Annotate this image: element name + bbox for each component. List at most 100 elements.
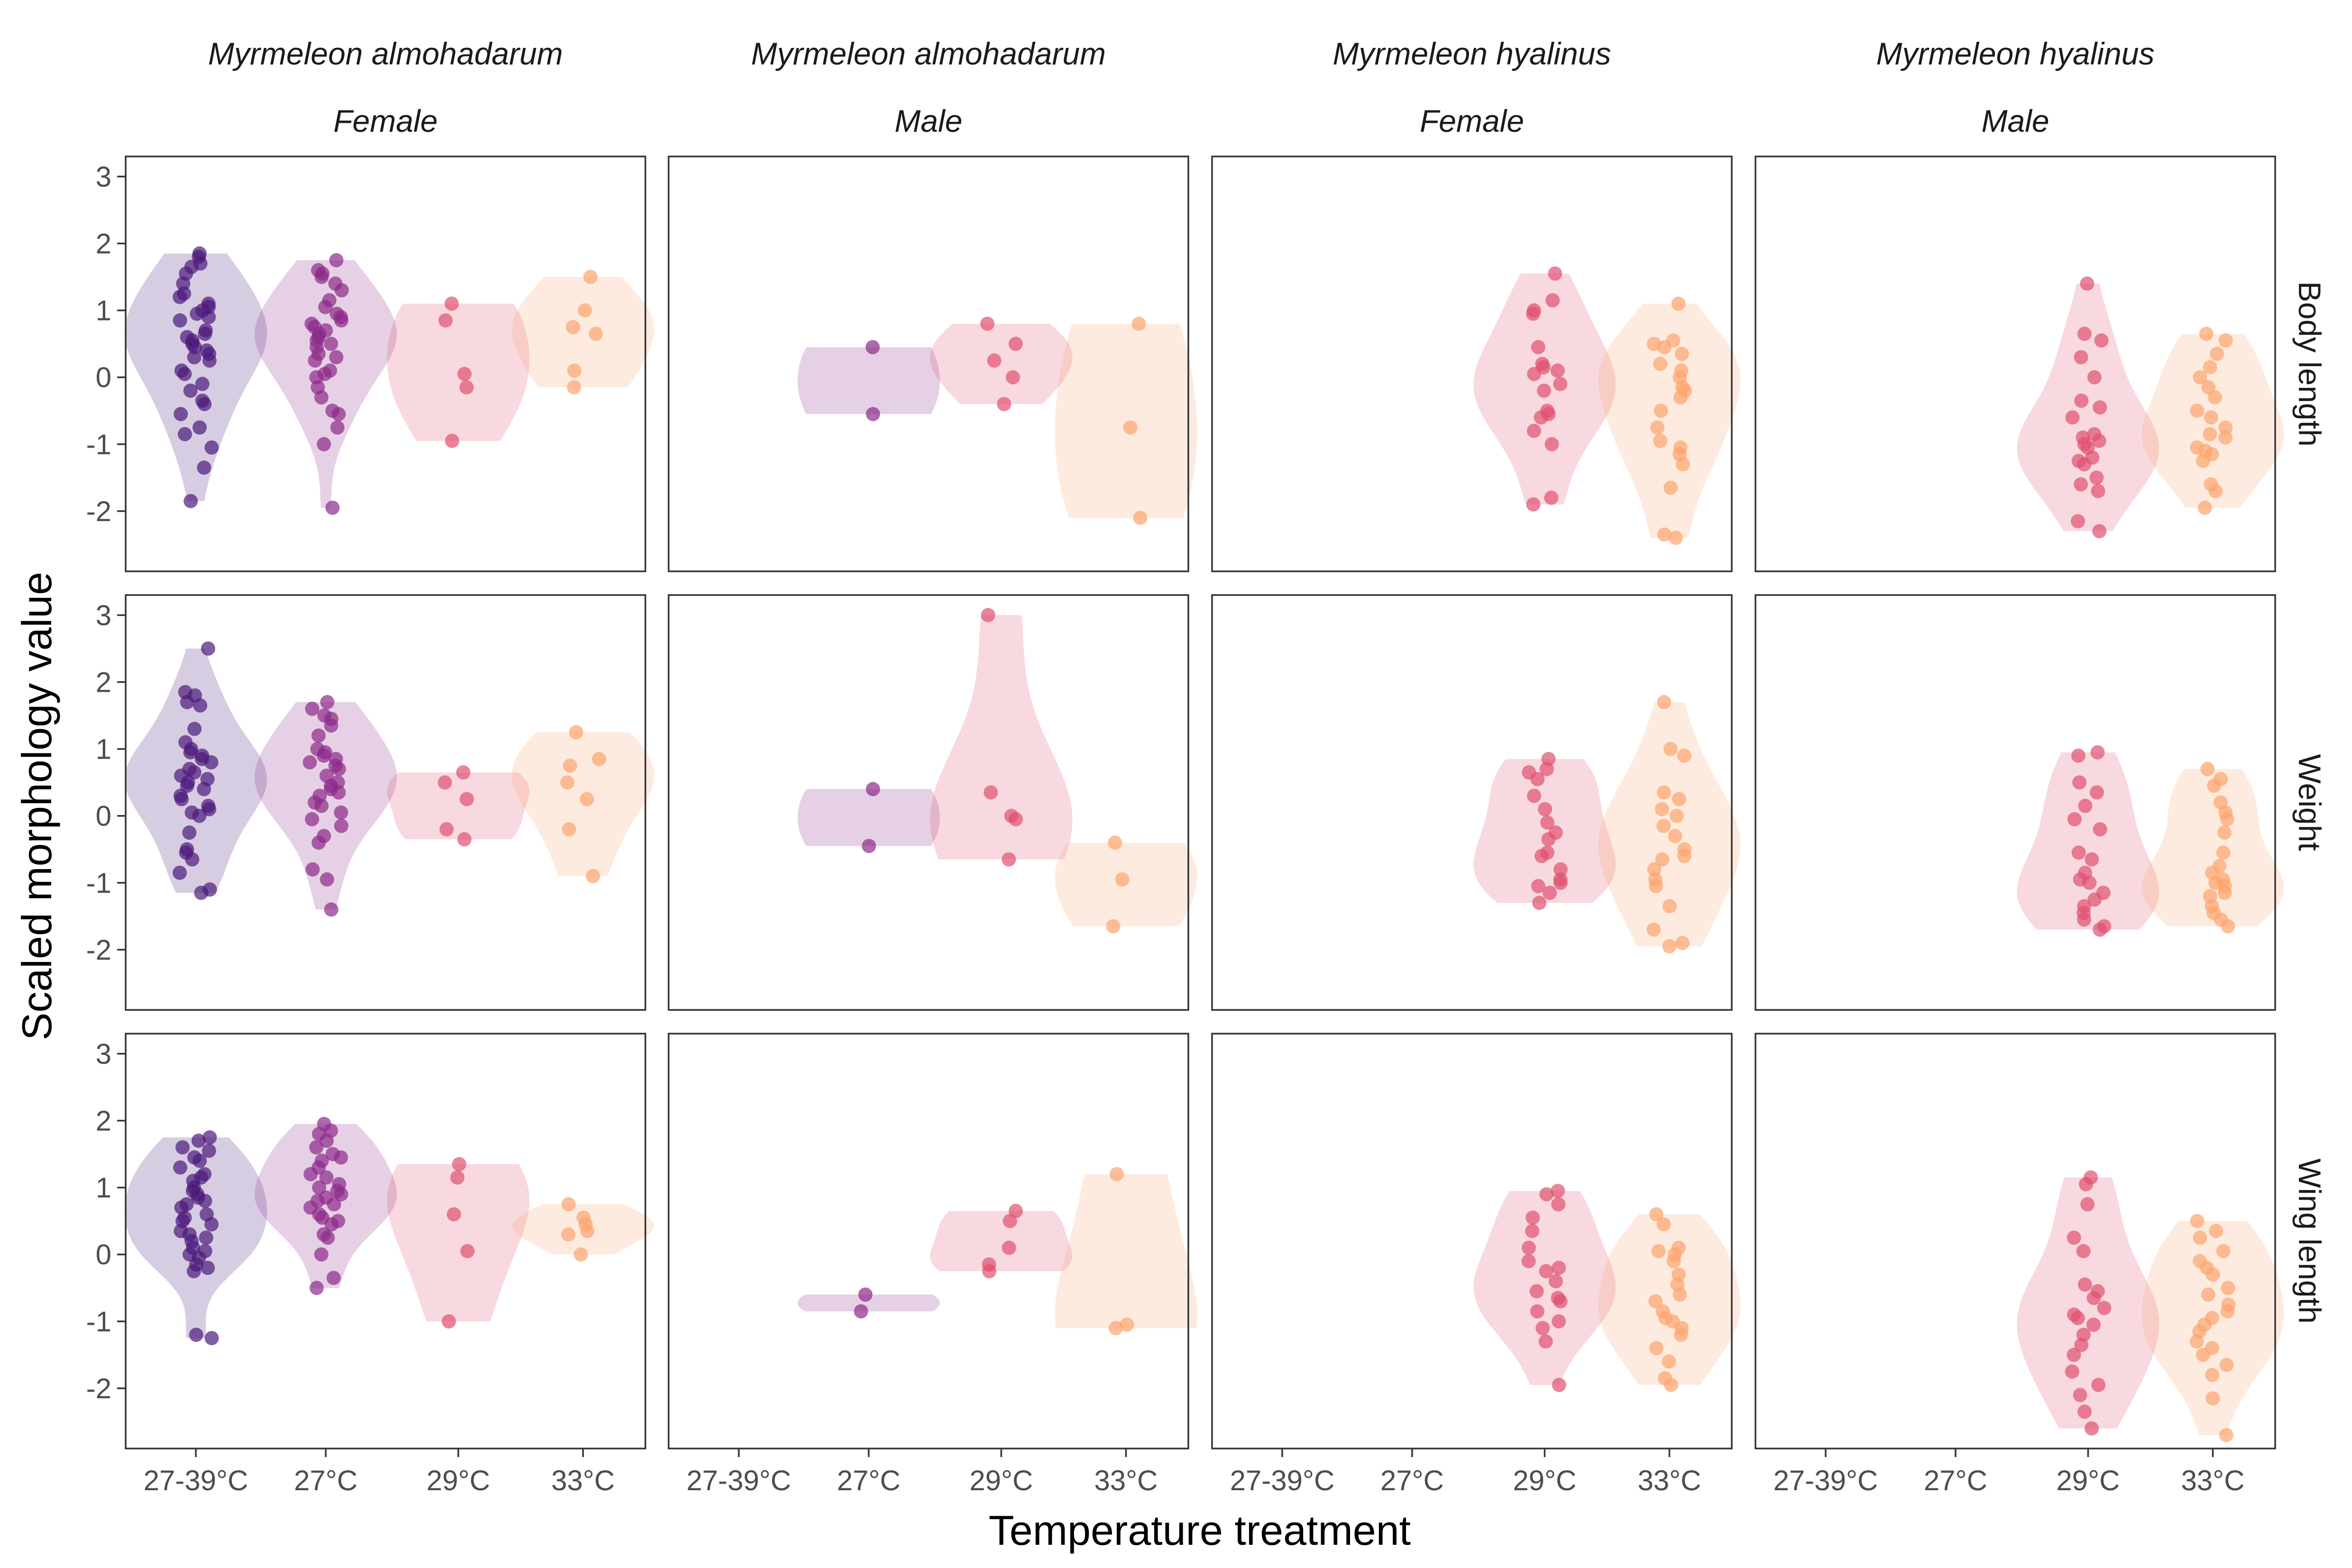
point-33c bbox=[1650, 420, 1665, 435]
point-33c bbox=[2220, 812, 2234, 826]
point-33c bbox=[573, 1247, 588, 1262]
point-29c bbox=[1538, 1334, 1553, 1349]
point-29c bbox=[980, 316, 995, 331]
point-29c bbox=[1539, 761, 1554, 776]
point-29c bbox=[2087, 892, 2102, 907]
x-tick-label: 33°C bbox=[1637, 1465, 1701, 1496]
point-27-39c bbox=[186, 1264, 201, 1278]
panel-wing-length-4 bbox=[1755, 1033, 2284, 1449]
point-33c bbox=[2196, 454, 2210, 468]
point-29c bbox=[2085, 852, 2099, 867]
point-29c bbox=[2077, 912, 2091, 927]
panel-body-length-2 bbox=[668, 156, 1197, 572]
point-29c bbox=[2091, 1377, 2106, 1392]
point-33c bbox=[2193, 1230, 2207, 1245]
point-27c bbox=[305, 812, 319, 826]
x-tick-label: 27°C bbox=[1380, 1465, 1444, 1496]
point-27-39c bbox=[202, 353, 217, 368]
point-29c bbox=[1534, 849, 1549, 863]
point-29c bbox=[987, 353, 1001, 368]
point-27-39c bbox=[204, 755, 219, 770]
point-27-39c bbox=[177, 427, 192, 441]
point-27c bbox=[314, 270, 329, 284]
point-27-39c bbox=[173, 1160, 188, 1175]
point-27c bbox=[334, 818, 349, 833]
point-27c bbox=[333, 1150, 348, 1165]
point-33c bbox=[2201, 1287, 2215, 1302]
point-27-39c bbox=[197, 397, 212, 412]
point-29c bbox=[1529, 1284, 1544, 1299]
point-27-39c bbox=[192, 808, 207, 823]
point-27-39c bbox=[182, 825, 197, 840]
point-33c bbox=[1131, 316, 1146, 331]
point-29c bbox=[456, 765, 470, 779]
point-29c bbox=[1526, 497, 1541, 512]
point-27c bbox=[327, 1197, 341, 1211]
point-29c bbox=[1521, 1254, 1536, 1268]
point-33c bbox=[1649, 1341, 1664, 1356]
point-27c bbox=[324, 337, 338, 351]
panel-body-length-4 bbox=[1755, 156, 2284, 572]
point-29c bbox=[1553, 1294, 1568, 1309]
point-27-39c bbox=[198, 1193, 212, 1208]
point-27c bbox=[317, 437, 331, 451]
point-33c bbox=[2219, 1428, 2233, 1442]
point-33c bbox=[2208, 390, 2223, 405]
point-29c bbox=[1534, 410, 1548, 425]
point-33c bbox=[2221, 919, 2235, 934]
point-29c bbox=[2094, 333, 2109, 348]
point-33c bbox=[1662, 1354, 1676, 1369]
point-33c bbox=[2205, 1367, 2220, 1382]
y-tick-label: 0 bbox=[96, 362, 111, 394]
point-29c bbox=[2093, 400, 2107, 415]
point-27-39c bbox=[191, 1133, 206, 1148]
point-33c bbox=[2218, 333, 2233, 348]
violin-27c bbox=[798, 1294, 940, 1311]
point-29c bbox=[2092, 433, 2106, 448]
point-33c bbox=[1657, 695, 1672, 709]
point-29c bbox=[1008, 337, 1023, 351]
point-33c bbox=[1663, 899, 1677, 914]
point-27c bbox=[862, 839, 876, 853]
point-27-39c bbox=[201, 641, 215, 656]
point-29c bbox=[1521, 1240, 1536, 1255]
point-27c bbox=[318, 300, 332, 314]
point-33c bbox=[2210, 347, 2224, 361]
point-27c bbox=[331, 785, 346, 800]
point-29c bbox=[981, 608, 995, 623]
point-29c bbox=[2071, 845, 2086, 860]
point-27c bbox=[330, 420, 345, 435]
point-33c bbox=[566, 320, 580, 334]
point-27-39c bbox=[187, 340, 202, 355]
y-tick-label: -2 bbox=[86, 495, 111, 527]
violin-29c bbox=[1473, 759, 1616, 903]
panel-weight-2 bbox=[668, 594, 1197, 1011]
point-27c bbox=[329, 253, 344, 267]
point-33c bbox=[579, 792, 594, 807]
point-33c bbox=[580, 1224, 595, 1238]
violin-33c bbox=[1598, 1214, 1741, 1385]
point-27c bbox=[319, 1170, 334, 1185]
point-33c bbox=[1656, 785, 1671, 800]
point-29c bbox=[1526, 423, 1541, 438]
violin-33c bbox=[2141, 769, 2284, 926]
point-33c bbox=[2190, 1214, 2205, 1229]
panel-wing-length-2 bbox=[668, 1033, 1197, 1449]
point-33c bbox=[1676, 457, 1690, 472]
point-33c bbox=[2205, 1391, 2220, 1406]
point-29c bbox=[439, 822, 454, 836]
point-33c bbox=[2197, 500, 2212, 515]
point-29c bbox=[444, 296, 459, 311]
y-tick-label: 2 bbox=[96, 1105, 111, 1137]
point-33c bbox=[1654, 802, 1669, 816]
point-27-39c bbox=[202, 1144, 216, 1158]
point-33c bbox=[561, 1197, 576, 1211]
point-29c bbox=[2080, 1197, 2095, 1211]
point-27-39c bbox=[187, 350, 202, 365]
point-29c bbox=[2080, 276, 2095, 291]
point-33c bbox=[1671, 296, 1686, 311]
point-27-39c bbox=[183, 745, 198, 760]
point-33c bbox=[1673, 390, 1688, 405]
violin-27c bbox=[798, 789, 940, 846]
point-33c bbox=[561, 822, 576, 836]
